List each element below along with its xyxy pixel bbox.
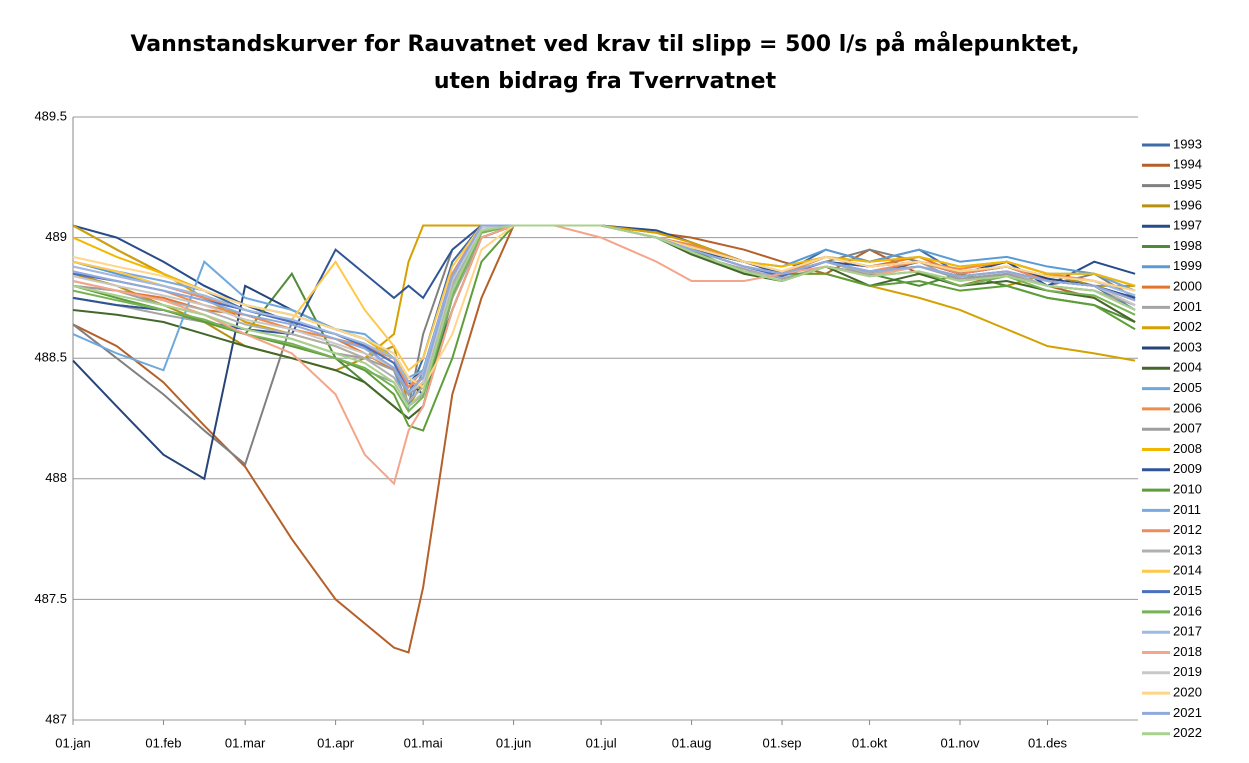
legend-label: 2009 (1173, 461, 1202, 476)
legend-label: 2017 (1173, 624, 1202, 639)
legend-label: 2015 (1173, 583, 1202, 598)
chart-title: uten bidrag fra Tverrvatnet (434, 69, 777, 94)
legend-label: 2021 (1173, 705, 1202, 720)
x-tick-label: 01.feb (145, 735, 181, 750)
legend-label: 1994 (1173, 157, 1202, 172)
legend-label: 1999 (1173, 258, 1202, 273)
series-line (72, 224, 1136, 409)
chart-title: Vannstandskurver for Rauvatnet ved krav … (130, 31, 1079, 57)
legend-label: 1996 (1173, 197, 1202, 212)
legend-label: 2000 (1173, 279, 1202, 294)
legend-label: 2006 (1173, 400, 1202, 415)
legend-label: 1997 (1173, 218, 1202, 233)
legend-label: 2008 (1173, 441, 1202, 456)
legend-label: 2001 (1173, 299, 1202, 314)
legend-label: 1995 (1173, 177, 1202, 192)
legend-label: 2012 (1173, 522, 1202, 537)
y-tick-label: 487.5 (34, 591, 67, 606)
legend-label: 1998 (1173, 238, 1202, 253)
legend-label: 2016 (1173, 603, 1202, 618)
legend-label: 2022 (1173, 725, 1202, 740)
x-tick-label: 01.mar (225, 735, 266, 750)
legend-label: 2014 (1173, 563, 1202, 578)
legend-label: 2003 (1173, 339, 1202, 354)
y-tick-label: 488.5 (34, 350, 67, 365)
legend-label: 2013 (1173, 542, 1202, 557)
legend-label: 2010 (1173, 482, 1202, 497)
legend-label: 2011 (1173, 502, 1201, 517)
x-tick-label: 01.sep (763, 735, 802, 750)
legend-label: 2005 (1173, 380, 1202, 395)
y-tick-label: 488 (45, 470, 67, 485)
x-tick-label: 01.jan (55, 735, 90, 750)
x-tick-label: 01.jul (586, 735, 617, 750)
x-tick-label: 01.des (1028, 735, 1068, 750)
legend-label: 2020 (1173, 685, 1202, 700)
legend-label: 2004 (1173, 360, 1202, 375)
x-tick-label: 01.jun (496, 735, 531, 750)
y-tick-label: 489.5 (34, 108, 67, 123)
x-tick-label: 01.nov (940, 735, 980, 750)
legend-label: 2002 (1173, 319, 1202, 334)
x-tick-label: 01.okt (852, 735, 888, 750)
x-tick-label: 01.apr (317, 735, 355, 750)
legend-label: 2018 (1173, 644, 1202, 659)
x-tick-label: 01.aug (672, 735, 712, 750)
y-tick-label: 489 (45, 229, 67, 244)
legend-label: 2007 (1173, 421, 1202, 436)
x-tick-label: 01.mai (404, 735, 443, 750)
y-tick-label: 487 (45, 711, 67, 726)
legend-label: 2019 (1173, 664, 1202, 679)
legend-label: 1993 (1173, 136, 1202, 151)
